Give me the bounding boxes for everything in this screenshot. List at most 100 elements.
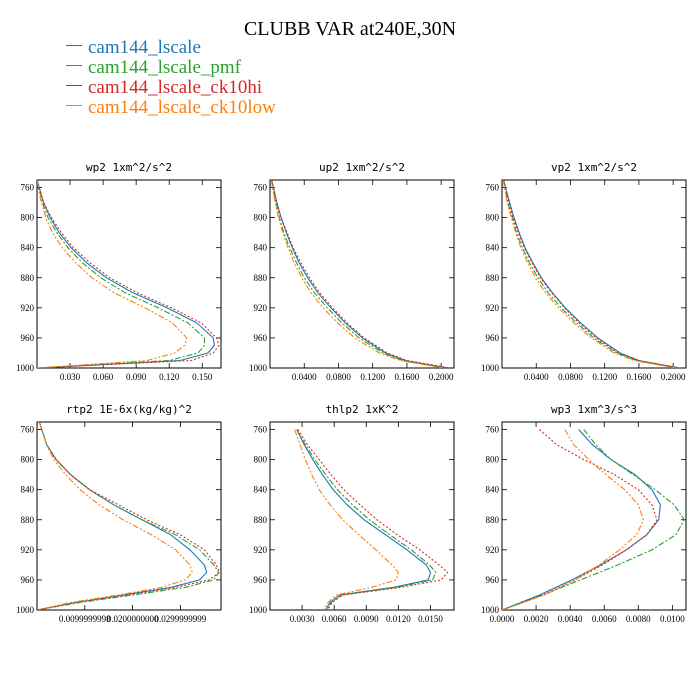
legend-swatch <box>66 85 82 87</box>
y-tick-label: 800 <box>21 455 35 465</box>
x-tick-label: 0.0400 <box>292 372 317 382</box>
y-tick-label: 1000 <box>249 363 268 373</box>
plot-frame <box>501 179 687 369</box>
y-tick-label: 760 <box>254 425 268 435</box>
series-line <box>296 429 437 610</box>
series-line <box>503 180 678 368</box>
x-tick-label: 0.0020 <box>524 614 549 624</box>
y-tick-label: 920 <box>254 303 268 313</box>
legend-label: cam144_lscale_ck10hi <box>88 77 263 98</box>
x-tick-label: 0.1600 <box>395 372 420 382</box>
chart-panel: vp2 1xm^2/s^2 760 800 840 880 920 960 1000 0.040… <box>481 161 687 382</box>
series-line <box>37 422 208 610</box>
y-tick-label: 1000 <box>481 605 500 615</box>
series-line <box>37 180 215 368</box>
legend-entry: cam144_lscale_pmf <box>66 58 276 78</box>
y-tick-label: 760 <box>21 425 35 435</box>
x-tick-label: 0.0090 <box>354 614 379 624</box>
chart-panel: wp3 1xm^3/s^3 760 800 840 880 920 960 10000.000… <box>481 403 687 624</box>
x-tick-label: 0.0060 <box>592 614 617 624</box>
y-tick-label: 800 <box>486 213 500 223</box>
series-line <box>502 429 644 610</box>
series-line <box>503 180 680 368</box>
x-tick-label: 0.030 <box>60 372 81 382</box>
x-tick-label: 0.0030 <box>290 614 315 624</box>
y-tick-label: 880 <box>254 273 268 283</box>
legend-label: cam144_lscale_pmf <box>88 57 242 78</box>
chart-title: thlp2 1xK^2 <box>326 403 399 416</box>
series-line <box>503 180 681 368</box>
y-tick-label: 920 <box>486 303 500 313</box>
y-tick-label: 1000 <box>249 605 268 615</box>
y-tick-label: 840 <box>486 243 500 253</box>
series-line <box>37 180 220 368</box>
plot-frame <box>269 421 455 611</box>
x-tick-label: 0.0040 <box>558 614 583 624</box>
y-tick-label: 800 <box>254 213 268 223</box>
y-tick-label: 960 <box>486 575 500 585</box>
x-tick-label: 0.0299999999 <box>155 614 207 624</box>
x-tick-label: 0.1600 <box>627 372 652 382</box>
y-tick-label: 960 <box>21 575 35 585</box>
y-tick-label: 800 <box>21 213 35 223</box>
legend-entry: cam144_lscale <box>66 38 276 58</box>
y-tick-label: 960 <box>254 575 268 585</box>
y-tick-label: 920 <box>21 303 35 313</box>
y-tick-label: 920 <box>21 545 35 555</box>
y-tick-label: 920 <box>254 545 268 555</box>
x-tick-label: 0.0400 <box>524 372 549 382</box>
y-tick-label: 760 <box>486 183 500 193</box>
plot-frame <box>36 421 222 611</box>
y-tick-label: 920 <box>486 545 500 555</box>
legend: cam144_lscale cam144_lscale_pmf cam144_l… <box>66 38 276 118</box>
series-line <box>37 422 193 610</box>
y-tick-label: 880 <box>254 515 268 525</box>
x-tick-label: 0.2000 <box>429 372 454 382</box>
x-tick-label: 0.2000 <box>661 372 686 382</box>
x-tick-label: 0.0060 <box>322 614 347 624</box>
y-tick-label: 960 <box>21 333 35 343</box>
chart-panel: wp2 1xm^2/s^2 760 800 840 880 920 960 1000 0.030… <box>16 161 222 382</box>
plot-frame <box>501 421 687 611</box>
x-tick-label: 0.090 <box>126 372 147 382</box>
chart-title: rtp2 1E-6x(kg/kg)^2 <box>66 403 192 416</box>
x-tick-label: 0.0000 <box>490 614 515 624</box>
x-tick-label: 0.0800 <box>326 372 351 382</box>
page-title: CLUBB VAR at240E,30N <box>243 18 457 40</box>
legend-label: cam144_lscale_ck10low <box>88 97 276 118</box>
series-line <box>297 429 449 610</box>
y-tick-label: 840 <box>254 485 268 495</box>
series-line <box>271 180 449 368</box>
plot-frame <box>36 179 222 369</box>
series-line <box>37 422 221 610</box>
y-tick-label: 1000 <box>16 363 35 373</box>
legend-swatch <box>66 65 82 67</box>
x-tick-label: 0.120 <box>159 372 180 382</box>
y-tick-label: 880 <box>486 515 500 525</box>
x-tick-label: 0.0150 <box>418 614 443 624</box>
y-tick-label: 840 <box>21 243 35 253</box>
y-tick-label: 840 <box>21 485 35 495</box>
chart-title: wp2 1xm^2/s^2 <box>86 161 172 174</box>
chart-panel: thlp2 1xK^2 760 800 840 880 920 960 1000 0.0030 0… <box>249 403 455 624</box>
legend-entry: cam144_lscale_ck10hi <box>66 78 276 98</box>
legend-entry: cam144_lscale_ck10low <box>66 98 276 118</box>
x-tick-label: 0.1200 <box>360 372 385 382</box>
series-line <box>502 180 676 368</box>
y-tick-label: 880 <box>486 273 500 283</box>
series-line <box>502 429 661 610</box>
chart-title: wp3 1xm^3/s^3 <box>551 403 637 416</box>
y-tick-label: 880 <box>21 273 35 283</box>
y-tick-label: 960 <box>486 333 500 343</box>
series-line <box>294 429 400 610</box>
series-line <box>37 422 220 610</box>
series-line <box>37 180 188 368</box>
series-line <box>271 180 446 368</box>
y-tick-label: 840 <box>486 485 500 495</box>
y-tick-label: 960 <box>254 333 268 343</box>
legend-swatch <box>66 105 82 107</box>
series-line <box>502 429 658 610</box>
y-tick-label: 800 <box>486 455 500 465</box>
x-tick-label: 0.0100 <box>660 614 685 624</box>
